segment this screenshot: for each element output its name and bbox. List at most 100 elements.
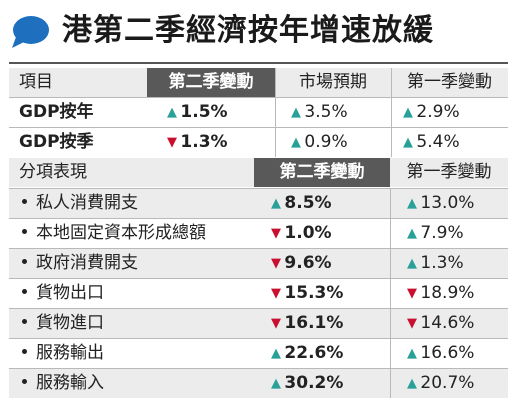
bullet-icon (22, 379, 27, 384)
value-text: 16.6% (420, 343, 475, 363)
page-title: 港第二季經濟按年增速放緩 (62, 13, 434, 48)
row-label-text: 服務輸入 (36, 373, 104, 393)
expected-value: ▲ 3.5% (291, 98, 391, 127)
q2-value: ▼ 1.0% (271, 219, 381, 248)
up-arrow-icon: ▲ (291, 135, 301, 150)
q2-value: ▼ 15.3% (271, 279, 381, 308)
value-text: 13.0% (420, 193, 475, 213)
header-q1-change: 第一季變動 (407, 72, 492, 92)
header-q1-change: 第一季變動 (406, 162, 492, 182)
row-label: 服務輸出 (19, 339, 104, 368)
row-label: 本地固定資本形成總額 (19, 219, 206, 248)
table-row: 服務輸出 ▲ 22.6% ▲ 16.6% (9, 338, 508, 368)
row-label: 貨物出口 (19, 279, 104, 308)
up-arrow-icon: ▲ (291, 105, 301, 120)
bullet-icon (22, 289, 27, 294)
row-label: 私人消費開支 (19, 189, 138, 218)
value-text: 18.9% (420, 283, 475, 303)
up-arrow-icon: ▲ (403, 105, 413, 120)
up-arrow-icon: ▲ (407, 226, 417, 241)
down-arrow-icon: ▼ (271, 316, 281, 331)
q1-value: ▲ 5.4% (403, 128, 503, 157)
down-arrow-icon: ▼ (271, 286, 281, 301)
header-q2-change: 第二季變動 (254, 158, 390, 187)
divider (390, 189, 391, 218)
q2-value: ▼ 1.3% (167, 128, 267, 157)
speech-bubble-icon (12, 16, 49, 48)
divider (390, 219, 391, 248)
title-block: 港第二季經濟按年增速放緩 (10, 9, 510, 53)
value-text: 16.1% (284, 313, 344, 333)
q2-value: ▲ 22.6% (271, 339, 381, 368)
down-arrow-icon: ▼ (271, 256, 281, 271)
q1-value: ▲ 20.7% (407, 369, 507, 398)
divider (275, 98, 276, 127)
q1-value: ▼ 14.6% (407, 309, 507, 338)
value-text: 14.6% (420, 313, 475, 333)
down-arrow-icon: ▼ (407, 286, 417, 301)
bullet-icon (22, 229, 27, 234)
value-text: 30.2% (284, 373, 344, 393)
divider (390, 369, 391, 398)
expected-value: ▲ 0.9% (291, 128, 391, 157)
q1-value: ▼ 18.9% (407, 279, 507, 308)
row-label: 貨物進口 (19, 309, 104, 338)
divider (390, 279, 391, 308)
up-arrow-icon: ▲ (407, 346, 417, 361)
up-arrow-icon: ▲ (271, 346, 281, 361)
divider (275, 68, 276, 97)
row-label-text: 本地固定資本形成總額 (36, 223, 206, 243)
divider (391, 128, 392, 157)
header-q2-change: 第二季變動 (147, 68, 275, 97)
up-arrow-icon: ▲ (271, 376, 281, 391)
bullet-icon (22, 319, 27, 324)
row-label-text: 服務輸出 (36, 343, 104, 363)
divider (390, 339, 391, 368)
table-row: 政府消費開支 ▼ 9.6% ▲ 1.3% (9, 248, 508, 278)
up-arrow-icon: ▲ (407, 376, 417, 391)
divider (390, 249, 391, 278)
value-text: 1.3% (180, 132, 228, 152)
up-arrow-icon: ▲ (167, 105, 177, 120)
divider (275, 128, 276, 157)
bullet-icon (22, 349, 27, 354)
q1-value: ▲ 2.9% (403, 98, 503, 127)
table-row: 貨物出口 ▼ 15.3% ▼ 18.9% (9, 278, 508, 308)
q1-value: ▲ 7.9% (407, 219, 507, 248)
bottom-header-row: 分項表現 第二季變動 第一季變動 (9, 158, 508, 187)
table-row: GDP按年 ▲ 1.5% ▲ 3.5% ▲ 2.9% (9, 97, 508, 127)
row-label: 服務輸入 (19, 369, 104, 398)
header-item: 項目 (19, 72, 53, 92)
row-label-text: 私人消費開支 (36, 193, 138, 213)
value-text: 1.3% (420, 253, 464, 273)
table-row: 服務輸入 ▲ 30.2% ▲ 20.7% (9, 368, 508, 398)
value-text: 7.9% (420, 223, 464, 243)
down-arrow-icon: ▼ (271, 226, 281, 241)
divider (390, 309, 391, 338)
header-component: 分項表現 (19, 162, 87, 182)
value-text: 3.5% (304, 102, 348, 122)
divider (391, 68, 392, 97)
up-arrow-icon: ▲ (407, 256, 417, 271)
q2-value: ▲ 30.2% (271, 369, 381, 398)
value-text: 20.7% (420, 373, 475, 393)
value-text: 5.4% (416, 132, 460, 152)
q2-value: ▼ 16.1% (271, 309, 381, 338)
up-arrow-icon: ▲ (407, 196, 417, 211)
header-market-expectation: 市場預期 (299, 72, 367, 92)
down-arrow-icon: ▼ (167, 135, 177, 150)
row-label: GDP按季 (19, 132, 94, 152)
q2-value: ▲ 1.5% (167, 98, 267, 127)
table-row: 私人消費開支 ▲ 8.5% ▲ 13.0% (9, 188, 508, 218)
row-label-text: 政府消費開支 (36, 253, 138, 273)
top-header-row: 項目 第二季變動 市場預期 第一季變動 (9, 68, 508, 97)
q1-value: ▲ 1.3% (407, 249, 507, 278)
down-arrow-icon: ▼ (407, 316, 417, 331)
value-text: 1.5% (180, 102, 228, 122)
bullet-icon (22, 259, 27, 264)
q2-value: ▲ 8.5% (271, 189, 381, 218)
row-label: GDP按年 (19, 102, 94, 122)
table-row: 貨物進口 ▼ 16.1% ▼ 14.6% (9, 308, 508, 338)
value-text: 15.3% (284, 283, 344, 303)
value-text: 9.6% (284, 253, 332, 273)
